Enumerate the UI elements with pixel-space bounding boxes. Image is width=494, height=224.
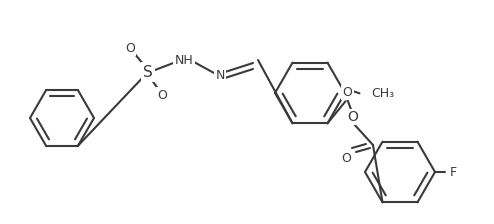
Text: S: S <box>143 65 153 80</box>
Text: O: O <box>125 41 135 54</box>
Text: O: O <box>342 86 352 99</box>
Text: NH: NH <box>174 54 193 67</box>
Text: CH₃: CH₃ <box>371 87 395 100</box>
Text: O: O <box>348 110 359 124</box>
Text: F: F <box>450 166 456 179</box>
Text: O: O <box>341 151 351 164</box>
Text: O: O <box>157 88 167 101</box>
Text: N: N <box>215 69 225 82</box>
